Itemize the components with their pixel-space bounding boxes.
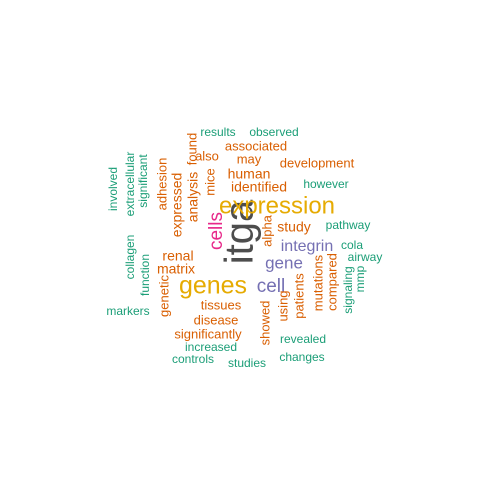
word-results: results <box>200 125 235 139</box>
word-cell: cell <box>257 276 286 297</box>
word-collagen: collagen <box>123 235 137 280</box>
word-disease: disease <box>194 312 239 327</box>
word-revealed: revealed <box>280 332 326 346</box>
word-increased: increased <box>185 340 237 354</box>
word-genetic: genetic <box>156 275 171 317</box>
word-however: however <box>303 177 348 191</box>
word-using: using <box>275 290 290 321</box>
word-mmp: mmp <box>353 265 367 292</box>
word-involved: involved <box>106 167 120 211</box>
word-analysis: analysis <box>185 172 201 223</box>
word-mice: mice <box>202 168 217 195</box>
word-tissues: tissues <box>201 297 242 312</box>
word-changes: changes <box>279 350 324 364</box>
word-signaling: signaling <box>341 266 355 313</box>
word-studies: studies <box>228 356 266 370</box>
word-controls: controls <box>172 352 214 366</box>
word-patients: patients <box>291 273 306 319</box>
word-pathway: pathway <box>326 218 371 232</box>
word-showed: showed <box>257 301 272 346</box>
word-matrix: matrix <box>157 261 195 277</box>
word-associated: associated <box>225 138 287 153</box>
word-itga: itga <box>218 199 262 264</box>
word-significantly: significantly <box>174 326 242 341</box>
word-function: function <box>138 254 152 296</box>
word-expressed: expressed <box>169 173 185 238</box>
word-renal: renal <box>162 248 193 264</box>
word-may: may <box>237 151 262 166</box>
word-observed: observed <box>249 125 298 139</box>
word-airway: airway <box>348 250 383 264</box>
word-expression: expression <box>219 192 335 219</box>
word-extracellular: extracellular <box>123 152 137 217</box>
word-compared: compared <box>324 253 339 311</box>
word-gene: gene <box>265 253 303 272</box>
word-markers: markers <box>106 304 149 318</box>
word-development: development <box>280 155 355 170</box>
word-identified: identified <box>231 179 287 195</box>
word-study: study <box>277 219 310 235</box>
word-found: found <box>184 133 199 166</box>
word-human: human <box>228 166 271 182</box>
word-significant: significant <box>136 154 150 208</box>
word-genes: genes <box>179 272 247 300</box>
word-cola: cola <box>341 238 363 252</box>
word-also: also <box>195 148 219 163</box>
word-cells: cells <box>206 212 227 250</box>
word-integrin: integrin <box>281 238 333 255</box>
word-alpha: alpha <box>259 214 274 247</box>
word-mutations: mutations <box>310 254 325 311</box>
word-adhesion: adhesion <box>154 158 169 211</box>
